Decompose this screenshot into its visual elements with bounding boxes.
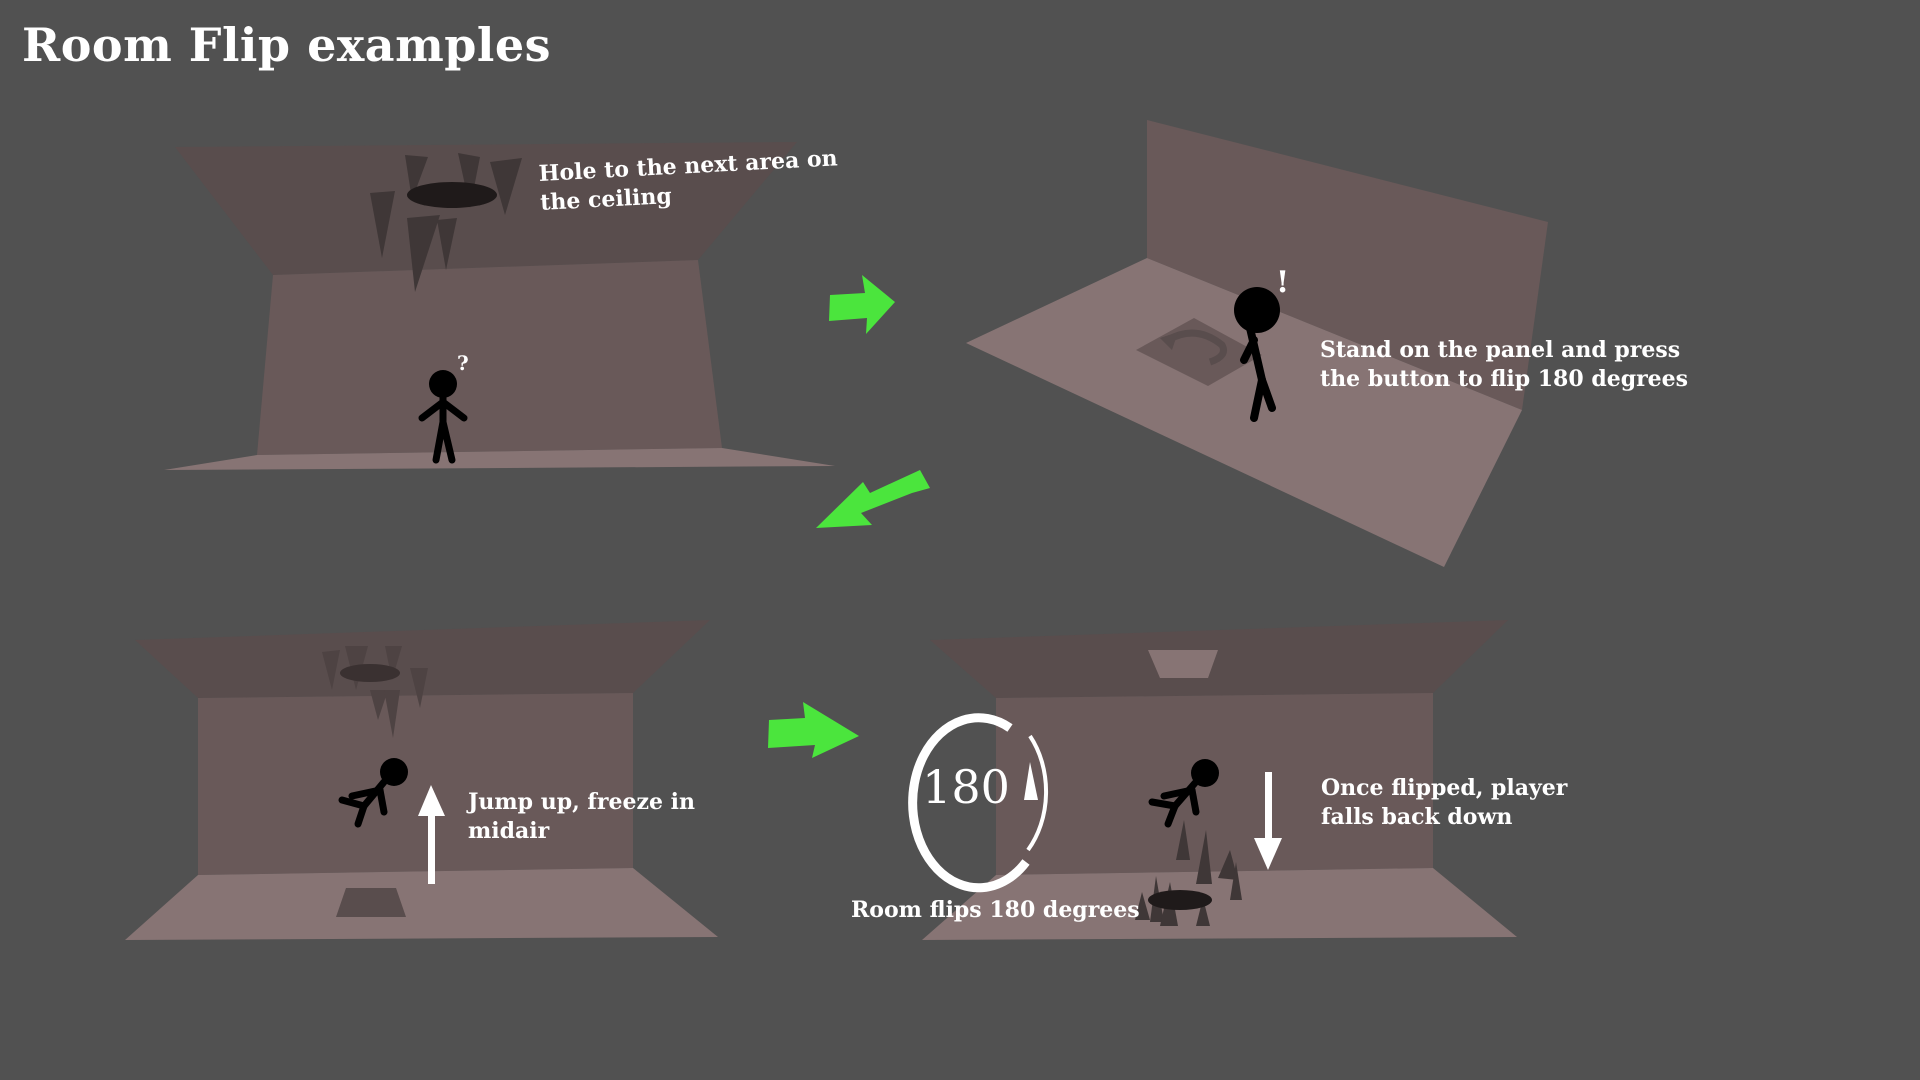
- room-flipped: [922, 620, 1517, 940]
- room-jump-floor: [125, 868, 718, 940]
- caption-flip: Room flips 180 degrees: [851, 897, 1140, 923]
- room-panel-wall-back: [1147, 120, 1548, 410]
- room-flipped-ceiling: [930, 620, 1508, 698]
- stick-figure-pressing-icon: [1234, 287, 1280, 422]
- floor-spikes: [1135, 820, 1242, 926]
- flip-panel: [1136, 318, 1262, 386]
- ceiling-spikes: [370, 153, 522, 292]
- room-initial-back-wall: [257, 260, 722, 455]
- room-panel-floor: [966, 258, 1522, 567]
- room-initial-floor: [164, 448, 835, 470]
- stick-figure-standing-icon: [418, 370, 468, 464]
- room-jump: [125, 620, 718, 940]
- green-arrow-down-left-icon: [816, 470, 930, 528]
- room-panel: !: [966, 120, 1548, 567]
- caption-fall: Once flipped, player falls back down: [1321, 775, 1568, 830]
- ceiling-hole: [407, 182, 497, 208]
- white-arrow-up-icon: [418, 785, 445, 884]
- exclamation-mark: !: [1276, 265, 1289, 300]
- room-flipped-floor: [922, 868, 1517, 940]
- room-initial: ?: [164, 142, 835, 470]
- flip-panel-floor: [336, 888, 406, 917]
- dial-number: 180: [922, 760, 1010, 814]
- rotate-symbol-icon: [1160, 329, 1227, 366]
- room-initial-ceiling: [175, 142, 797, 275]
- caption-panel: Stand on the panel and press the button …: [1320, 337, 1689, 392]
- stick-figure-falling-icon: [1148, 759, 1219, 828]
- circular-rotate-icon: [908, 713, 1049, 893]
- white-arrow-down-icon: [1254, 772, 1282, 870]
- caption-jump: Jump up, freeze in midair: [468, 789, 695, 844]
- flip-panel-ceiling: [1148, 650, 1218, 678]
- ceiling-spikes-faded: [322, 646, 428, 738]
- question-mark: ?: [457, 351, 469, 375]
- ceiling-hole-faded: [340, 664, 400, 682]
- stick-figure-jumping-icon: [338, 758, 408, 828]
- green-arrow-right-2-icon: [768, 702, 859, 758]
- page-title: Room Flip examples: [22, 18, 552, 72]
- room-flipped-back-wall: [996, 693, 1433, 875]
- green-arrow-right-1-icon: [829, 275, 895, 334]
- room-jump-ceiling: [135, 620, 710, 698]
- room-jump-back-wall: [198, 693, 633, 875]
- floor-hole: [1148, 890, 1212, 910]
